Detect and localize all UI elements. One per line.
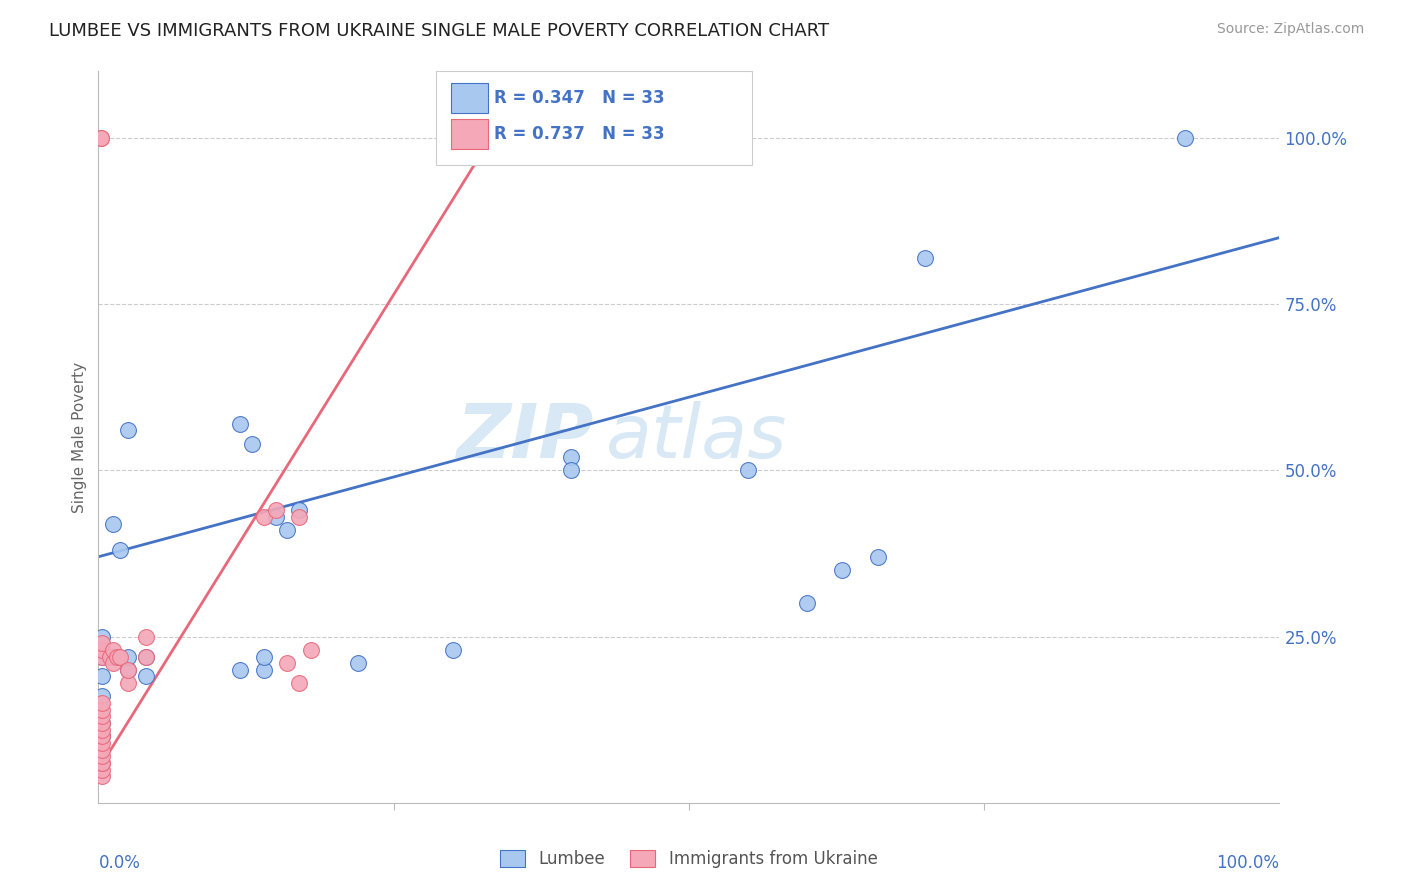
Point xyxy=(253,663,276,677)
Point xyxy=(91,756,114,770)
Point xyxy=(288,509,311,524)
Point xyxy=(90,131,112,145)
Point xyxy=(117,676,139,690)
Point xyxy=(91,669,114,683)
Point xyxy=(91,649,114,664)
Legend: Lumbee, Immigrants from Ukraine: Lumbee, Immigrants from Ukraine xyxy=(494,844,884,875)
Point xyxy=(914,251,936,265)
Point xyxy=(90,131,112,145)
Point xyxy=(240,436,263,450)
Point xyxy=(117,663,139,677)
Text: Source: ZipAtlas.com: Source: ZipAtlas.com xyxy=(1216,22,1364,37)
Point xyxy=(135,649,157,664)
Point xyxy=(91,643,114,657)
Point xyxy=(117,663,139,677)
Point xyxy=(91,636,114,650)
Point xyxy=(253,649,276,664)
Point xyxy=(796,596,818,610)
Point xyxy=(288,676,311,690)
Text: R = 0.737   N = 33: R = 0.737 N = 33 xyxy=(494,125,664,143)
Point xyxy=(91,696,114,710)
Point xyxy=(91,763,114,777)
Text: LUMBEE VS IMMIGRANTS FROM UKRAINE SINGLE MALE POVERTY CORRELATION CHART: LUMBEE VS IMMIGRANTS FROM UKRAINE SINGLE… xyxy=(49,22,830,40)
Point xyxy=(91,729,114,743)
Point xyxy=(101,649,124,664)
Point xyxy=(866,549,889,564)
Point xyxy=(98,649,121,664)
Text: 100.0%: 100.0% xyxy=(1216,854,1279,872)
Point xyxy=(229,663,252,677)
Point xyxy=(831,563,853,577)
Point xyxy=(91,749,114,764)
Point xyxy=(264,509,287,524)
Point xyxy=(91,723,114,737)
Point xyxy=(91,643,114,657)
Text: R = 0.347   N = 33: R = 0.347 N = 33 xyxy=(494,89,664,107)
Text: atlas: atlas xyxy=(606,401,787,473)
Point xyxy=(91,736,114,750)
Point xyxy=(135,669,157,683)
Point xyxy=(101,643,124,657)
Point xyxy=(560,463,582,477)
Point xyxy=(91,742,114,756)
Point xyxy=(253,509,276,524)
Point xyxy=(347,656,370,670)
Point xyxy=(105,649,128,664)
Point xyxy=(91,709,114,723)
Text: ZIP: ZIP xyxy=(457,401,595,474)
Point xyxy=(117,424,139,438)
Text: 0.0%: 0.0% xyxy=(98,854,141,872)
Point xyxy=(91,769,114,783)
Point xyxy=(276,656,298,670)
Point xyxy=(1174,131,1197,145)
Point xyxy=(91,716,114,731)
Point xyxy=(108,649,131,664)
Point xyxy=(737,463,759,477)
Point xyxy=(91,649,114,664)
Point xyxy=(117,649,139,664)
Point xyxy=(108,543,131,558)
Point xyxy=(288,503,311,517)
Point xyxy=(91,690,114,704)
Y-axis label: Single Male Poverty: Single Male Poverty xyxy=(72,361,87,513)
Point xyxy=(264,503,287,517)
Point xyxy=(135,649,157,664)
Point xyxy=(299,643,322,657)
Point xyxy=(91,703,114,717)
Point xyxy=(135,630,157,644)
Point xyxy=(91,729,114,743)
Point xyxy=(91,630,114,644)
Point xyxy=(91,756,114,770)
Point xyxy=(229,417,252,431)
Point xyxy=(101,656,124,670)
Point xyxy=(441,643,464,657)
Point xyxy=(560,450,582,464)
Point xyxy=(101,516,124,531)
Point xyxy=(276,523,298,537)
Point xyxy=(91,716,114,731)
